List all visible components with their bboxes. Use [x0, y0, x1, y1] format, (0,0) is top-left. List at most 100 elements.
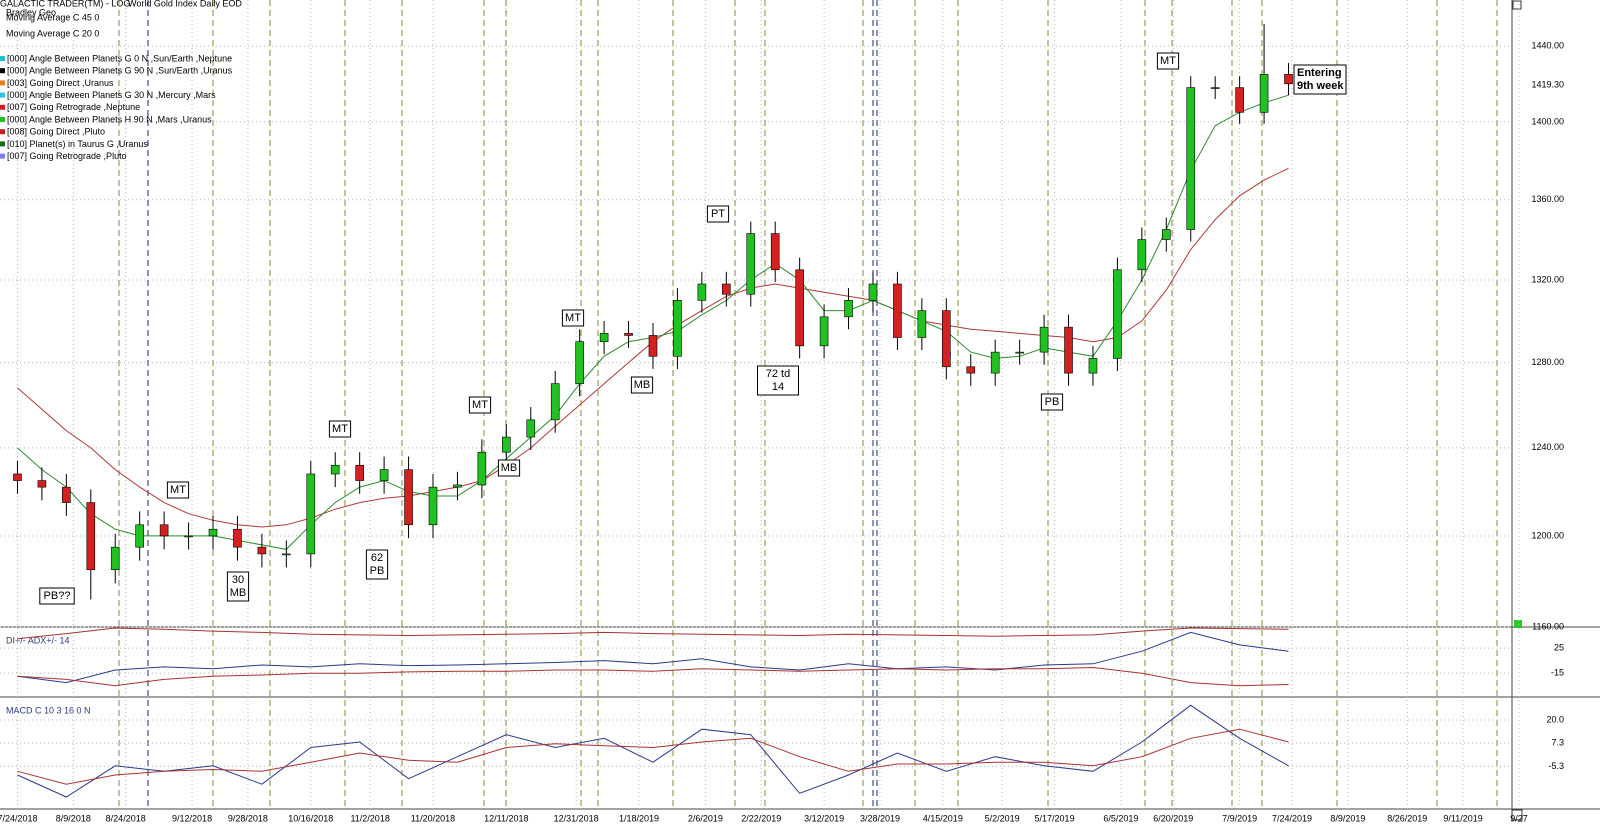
candle-body	[1186, 87, 1196, 230]
x-tick-label: 3/12/2019	[804, 813, 844, 823]
candle-body	[404, 469, 413, 526]
x-tick-label: 3/28/2019	[860, 813, 900, 823]
legend-entry: [007] Going Retrograde ,Pluto	[7, 151, 127, 161]
legend-entry: [010] Planet(s) in Taurus G ,Uranus	[7, 139, 148, 149]
series-line	[17, 728, 1289, 785]
legend-swatch	[0, 92, 5, 98]
candle-body	[428, 486, 438, 526]
candle-body	[257, 546, 267, 555]
chart-subtitle: World Gold Index Daily EOD	[128, 0, 242, 8]
annotation-box	[757, 365, 799, 396]
y-tick-label: -15	[1551, 668, 1564, 678]
x-tick-label: 2/6/2019	[688, 813, 723, 823]
x-tick-label: 7/9/2019	[1222, 813, 1257, 823]
y-tick-label: 20.0	[1546, 714, 1564, 724]
legend-swatch	[0, 153, 5, 159]
candle-body	[1210, 87, 1220, 89]
annotation: MT	[472, 399, 488, 411]
candle-body	[819, 316, 829, 347]
annotation: MB	[230, 587, 247, 599]
y-tick-label: 25	[1554, 642, 1564, 652]
x-tick-label: 8/24/2018	[106, 813, 146, 823]
candle-body	[575, 341, 584, 384]
candle-body	[477, 451, 487, 486]
candle-body	[599, 333, 609, 342]
annotation: 62	[371, 552, 383, 564]
annotation: PB	[370, 565, 385, 577]
candle-body	[648, 335, 658, 357]
candle-body	[159, 524, 169, 537]
candle-body	[673, 300, 682, 357]
candle-body	[624, 333, 633, 336]
legend-entry: Moving Average C 45 0	[6, 12, 99, 22]
annotation-box	[1293, 64, 1347, 95]
candle-body	[917, 310, 927, 338]
candle-body	[13, 473, 22, 481]
annotation: 9th week	[1297, 80, 1344, 92]
annotation-box	[328, 420, 352, 438]
candle-body	[746, 233, 756, 295]
annotation-box	[497, 459, 521, 477]
x-tick-label: 10/16/2018	[288, 813, 333, 823]
annotation-box	[226, 571, 250, 602]
legend-entry: Bradley Geo	[6, 7, 56, 17]
x-tick-label: 7/24/2019	[1272, 813, 1312, 823]
annotation: 72 td	[766, 368, 790, 380]
annotation-box	[1040, 393, 1064, 411]
candle-body	[526, 419, 536, 438]
candle-body	[868, 283, 878, 301]
x-tick-label: 5/17/2019	[1035, 813, 1075, 823]
series-line	[17, 631, 1289, 684]
legend-entry: [000] Angle Between Planets H 90 N ,Mars…	[7, 114, 212, 124]
corner-icon	[1511, 809, 1523, 821]
candle-body	[1259, 74, 1269, 113]
candle-body	[942, 310, 951, 368]
annotation: 30	[232, 574, 244, 586]
x-tick-label: 11/20/2018	[411, 813, 455, 823]
candle-body	[1137, 239, 1147, 271]
candle-body	[110, 546, 120, 571]
annotation: PT	[711, 208, 725, 220]
annotation-box	[365, 549, 389, 580]
x-tick-label: 5/2/2019	[985, 813, 1020, 823]
annotation-box	[706, 205, 730, 223]
candle-body	[966, 366, 976, 374]
candle-body	[770, 233, 780, 271]
candle-body	[893, 283, 902, 338]
annotation: MT	[565, 312, 581, 324]
x-tick-label: 4/15/2019	[923, 813, 963, 823]
annotation-box	[39, 587, 75, 605]
legend-swatch	[0, 141, 5, 147]
x-tick-label: 6/20/2019	[1153, 813, 1193, 823]
annotation-box	[1156, 52, 1180, 70]
legend-entry: [000] Angle Between Planets G 0 N ,Sun/E…	[7, 53, 232, 63]
candle-body	[355, 464, 364, 481]
legend-entry: [003] Going Direct ,Uranus	[7, 78, 114, 88]
legend-swatch	[0, 117, 5, 122]
annotation: MB	[501, 462, 518, 474]
scale-marker	[1514, 620, 1522, 628]
candle-body	[722, 283, 731, 295]
candle-body	[697, 283, 707, 301]
annotation: 14	[772, 381, 784, 393]
x-tick-label: 9/28/2018	[228, 813, 268, 823]
annotation: MT	[1160, 55, 1176, 67]
candle-body	[184, 535, 193, 538]
annotation-box	[561, 309, 585, 327]
candle-body	[62, 486, 71, 503]
legend-entry: Moving Average C 20 0	[6, 28, 99, 38]
x-tick-label: 12/31/2018	[554, 813, 599, 823]
y-tick-label: 1240.00	[1531, 442, 1564, 452]
y-tick-label: 1400.00	[1531, 116, 1564, 126]
x-tick-label: 7/24/2018	[0, 813, 37, 823]
candle-body	[502, 436, 511, 453]
legend-swatch	[0, 80, 5, 86]
candle-body	[1015, 351, 1024, 354]
x-tick-label: 2/22/2019	[741, 813, 781, 823]
y-tick-label: 1200.00	[1531, 530, 1564, 540]
panel-title: DI+/- ADX+/- 14	[6, 635, 70, 645]
y-tick-label: 1280.00	[1531, 357, 1564, 367]
y-tick-label: 1440.00	[1531, 41, 1564, 51]
candle-body	[379, 469, 389, 481]
